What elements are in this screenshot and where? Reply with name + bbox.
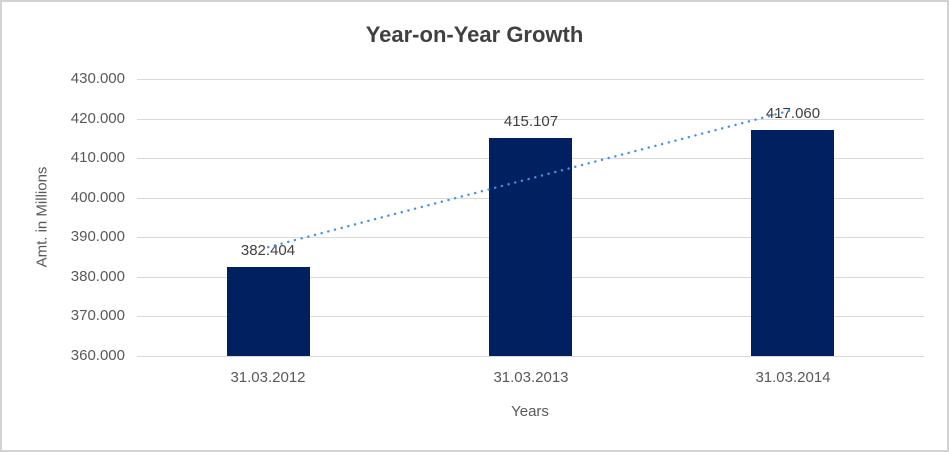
bar-data-label: 415.107 xyxy=(503,113,559,130)
y-tick-label: 360.000 xyxy=(70,347,125,364)
y-tick-label: 370.000 xyxy=(70,307,125,324)
y-tick-label: 410.000 xyxy=(70,149,125,166)
x-tick-label: 31.03.2014 xyxy=(755,369,831,386)
chart-title: Year-on-Year Growth xyxy=(365,22,584,47)
x-tick-label: 31.03.2013 xyxy=(493,369,569,386)
bar xyxy=(227,267,310,356)
y-tick-label: 430.000 xyxy=(70,70,125,87)
bar xyxy=(489,138,572,356)
y-tick-label: 400.000 xyxy=(70,189,125,206)
gridline xyxy=(137,356,924,357)
bar-data-label: 382.404 xyxy=(240,242,296,259)
bar xyxy=(751,130,834,356)
gridline xyxy=(137,79,924,80)
bar-data-label: 417.060 xyxy=(765,105,821,122)
y-axis-title: Amt. in Millions xyxy=(33,166,51,268)
x-axis-title: Years xyxy=(511,403,549,420)
y-tick-label: 380.000 xyxy=(70,268,125,285)
y-tick-label: 420.000 xyxy=(70,110,125,127)
y-tick-label: 390.000 xyxy=(70,228,125,245)
x-tick-label: 31.03.2012 xyxy=(230,369,306,386)
